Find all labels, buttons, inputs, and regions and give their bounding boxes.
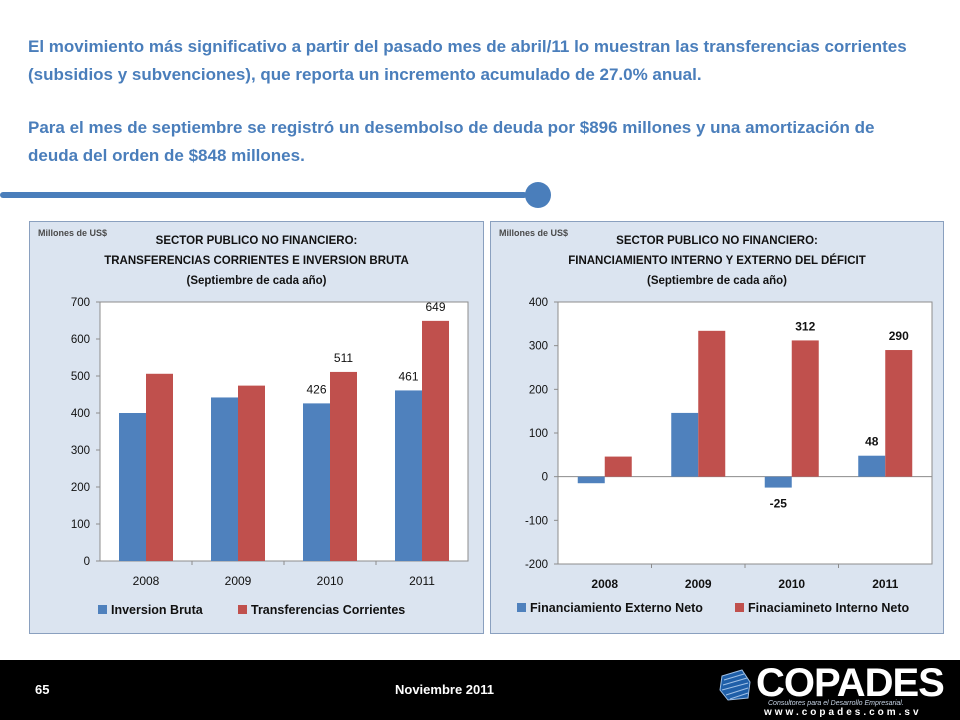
x-tick-label: 2010: [778, 577, 805, 591]
bar-blue-2009: [671, 412, 699, 477]
bar-blue-2009: [211, 397, 238, 561]
copades-logo: COPADES Consultores para el Desarrollo E…: [712, 660, 960, 720]
y-tick-label: 200: [529, 384, 548, 396]
x-tick-label: 2008: [133, 574, 160, 588]
y-tick-label: 0: [542, 472, 548, 484]
chart-title-line-1: SECTOR PUBLICO NO FINANCIERO:: [155, 235, 358, 247]
logo-tagline: Consultores para el Desarrollo Empresari…: [768, 700, 904, 707]
chart-panel-financing: Millones de US$ SECTOR PUBLICO NO FINANC…: [490, 221, 944, 634]
data-label: 461: [398, 369, 418, 383]
divider-dot: [525, 182, 551, 208]
bar-red-2010: [791, 340, 819, 477]
bar-red-2009: [238, 385, 265, 561]
bar-blue-2011: [858, 455, 886, 477]
bar-red-2010: [330, 371, 357, 561]
x-tick-label: 2009: [225, 574, 252, 588]
data-label: 511: [334, 351, 353, 365]
bar-blue-2008: [119, 413, 146, 561]
chart-title-line-1: SECTOR PUBLICO NO FINANCIERO:: [616, 235, 818, 247]
bar-red-2008: [146, 373, 173, 561]
bar-blue-2011: [395, 390, 422, 561]
legend-swatch: [98, 605, 107, 614]
units-label: Millones de US$: [38, 228, 108, 238]
units-label: Millones de US$: [499, 228, 569, 238]
x-tick-label: 2010: [317, 574, 344, 588]
intro-paragraph-transfers: El movimiento más significativo a partir…: [28, 37, 907, 84]
bar-red-2008: [604, 456, 632, 477]
y-tick-label: 0: [84, 556, 90, 568]
bar-red-2011: [422, 320, 449, 561]
chart-title-line-3: (Septiembre de cada año): [186, 275, 327, 287]
y-tick-label: 300: [71, 445, 90, 457]
legend-label: Inversion Bruta: [111, 603, 204, 617]
chart-panel-transfers: Millones de US$ SECTOR PUBLICO NO FINANC…: [29, 221, 484, 634]
chart-title-line-3: (Septiembre de cada año): [647, 275, 787, 287]
intro-paragraph-debt: Para el mes de septiembre se registró un…: [28, 118, 875, 165]
y-tick-label: 100: [71, 519, 90, 531]
y-tick-label: 300: [529, 341, 548, 353]
x-tick-label: 2011: [409, 574, 435, 588]
legend-swatch: [238, 605, 247, 614]
y-tick-label: 500: [71, 371, 90, 383]
y-tick-label: 700: [71, 297, 90, 309]
legend-label: Finaciamineto Interno Neto: [748, 601, 909, 615]
bar-blue-2010: [303, 403, 330, 561]
data-label: 48: [865, 435, 879, 449]
logo-url: www.copades.com.sv: [764, 707, 922, 718]
page-number: 65: [35, 682, 50, 697]
plot-area: [557, 301, 933, 565]
data-label: 290: [889, 329, 909, 343]
data-label: 649: [425, 300, 445, 314]
bar-red-2009: [698, 330, 726, 477]
divider-line: [0, 192, 527, 198]
y-tick-label: 400: [529, 297, 548, 309]
data-label: 426: [306, 382, 326, 396]
x-tick-label: 2009: [685, 577, 712, 591]
chart-title-line-2: FINANCIAMIENTO INTERNO Y EXTERNO DEL DÉF…: [568, 255, 866, 267]
bar-chart-transfers: 0 100 200 300 400 500 600 700 2008 2009 2010 426 511…: [71, 297, 469, 617]
y-tick-label: 100: [529, 428, 548, 440]
legend-label: Transferencias Corrientes: [251, 603, 405, 617]
data-label: -25: [770, 497, 788, 511]
footer-bar: 65 Noviembre 2011 COPADES Consultores pa…: [0, 660, 960, 720]
x-tick-label: 2008: [591, 577, 618, 591]
logo-mark-icon: [719, 669, 751, 701]
bar-red-2011: [885, 350, 913, 477]
logo-wordmark: COPADES: [756, 661, 945, 705]
chart-title-line-2: TRANSFERENCIAS CORRIENTES E INVERSION BR…: [104, 255, 409, 267]
footer-date: Noviembre 2011: [395, 682, 495, 697]
bar-blue-2008: [577, 476, 605, 484]
y-tick-label: -100: [525, 515, 548, 527]
y-tick-label: 400: [71, 408, 90, 420]
bar-chart-financing: -200 -100 0 100 200 300 400 2008 2009 2010 -25 312 2…: [517, 297, 933, 615]
bar-blue-2010: [764, 476, 792, 488]
y-tick-label: 600: [71, 334, 90, 346]
legend-label: Financiamiento Externo Neto: [530, 601, 703, 615]
data-label: 312: [795, 319, 815, 333]
y-tick-label: 200: [71, 482, 90, 494]
x-tick-label: 2011: [872, 577, 898, 591]
y-tick-label: -200: [525, 559, 548, 571]
legend-swatch: [735, 603, 744, 612]
legend-swatch: [517, 603, 526, 612]
